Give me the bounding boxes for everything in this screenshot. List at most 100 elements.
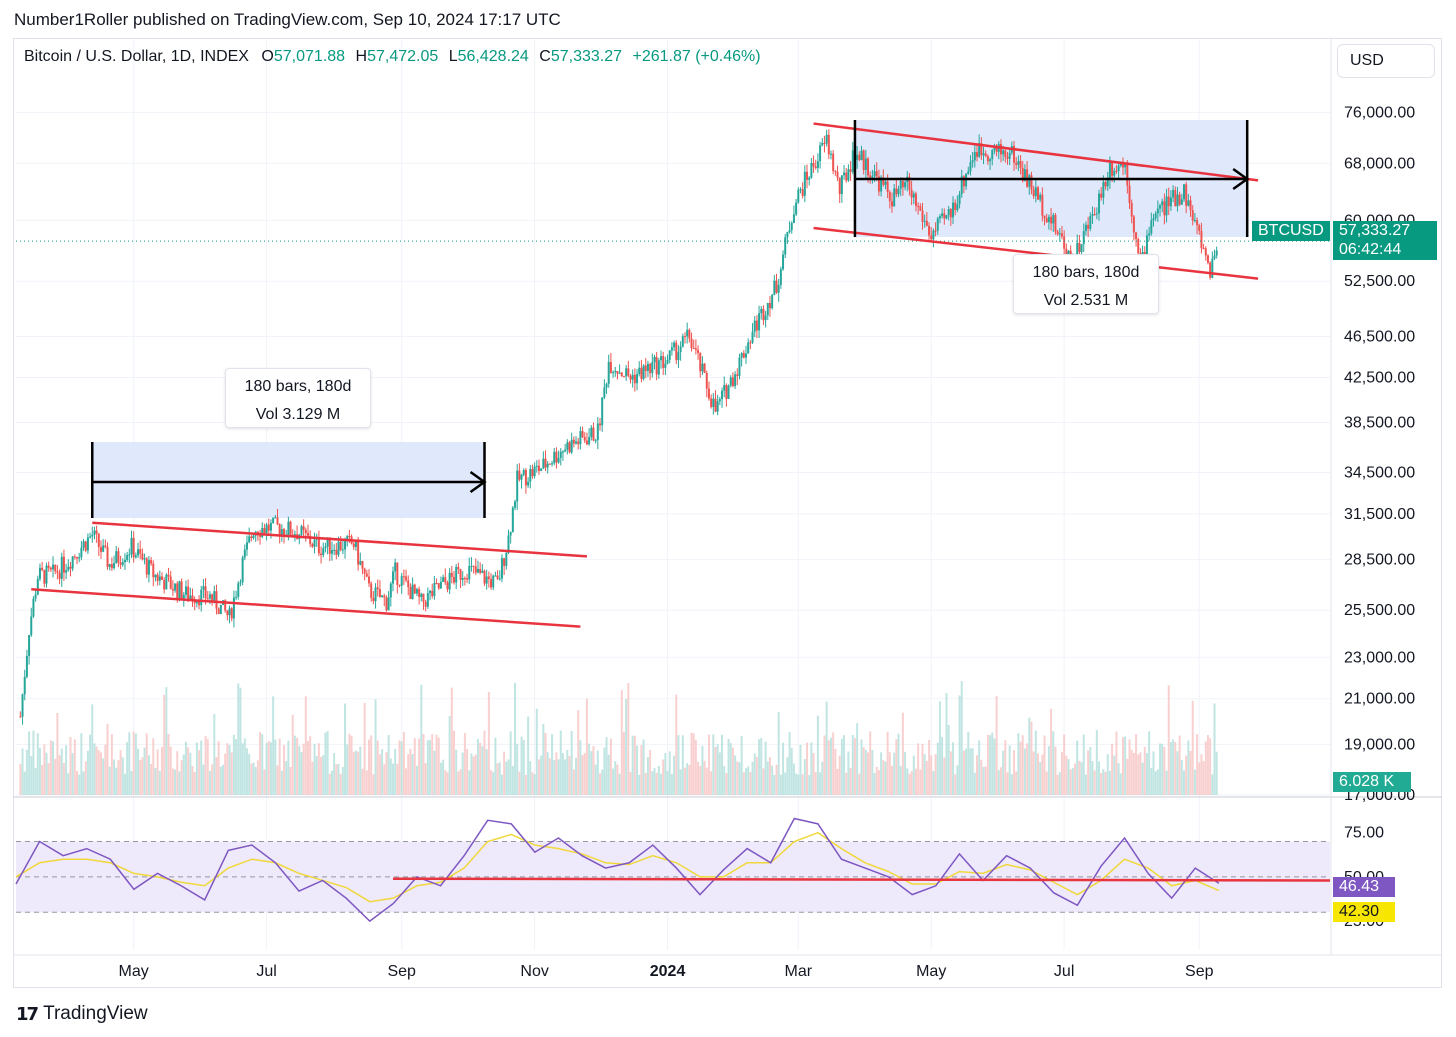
volume-bar	[1180, 759, 1183, 795]
candle-body	[699, 352, 702, 372]
volume-bar	[1098, 761, 1101, 795]
candle-body	[1019, 160, 1022, 169]
volume-bar	[1137, 754, 1140, 795]
candle-body	[747, 342, 750, 354]
candle-body	[302, 526, 305, 531]
candle-body	[771, 294, 774, 309]
volume-bar	[132, 731, 135, 795]
volume-bar	[1006, 772, 1009, 795]
candle-body	[867, 158, 870, 176]
candle-body	[1076, 242, 1079, 264]
volume-bar	[1169, 742, 1172, 795]
candle-body	[126, 554, 129, 560]
candle-body	[803, 171, 806, 196]
candle-body	[330, 550, 333, 554]
candle-body	[710, 398, 713, 407]
volume-bar	[58, 755, 61, 795]
rsi-ma-tag: 42.30	[1333, 902, 1395, 922]
candle-body	[38, 567, 41, 579]
candle-body	[47, 565, 50, 568]
volume-bar	[507, 759, 510, 795]
volume-bar	[1095, 730, 1098, 795]
candle-body	[995, 147, 998, 152]
volume-bar	[662, 759, 665, 795]
candle-body	[150, 560, 153, 564]
volume-bar	[378, 754, 381, 795]
candle-body	[838, 177, 841, 195]
candle-body	[387, 597, 390, 611]
volume-bar	[359, 746, 362, 795]
candle-body	[572, 439, 575, 444]
volume-bar	[326, 731, 329, 795]
candle-body	[400, 576, 403, 586]
volume-bar	[211, 764, 214, 795]
candle-body	[394, 562, 397, 572]
volume-bar	[599, 773, 601, 795]
candle-body	[69, 566, 72, 569]
candle-body	[1015, 162, 1018, 165]
volume-bar	[703, 760, 706, 795]
rsi-ma-line	[15, 831, 1220, 903]
volume-bar	[729, 743, 732, 795]
candle-body	[806, 171, 809, 180]
candle-body	[1021, 168, 1024, 181]
candle-body	[176, 583, 179, 599]
candle-body	[1117, 165, 1120, 172]
volume-bar	[936, 742, 939, 795]
volume-bar	[487, 691, 490, 795]
volume-bar	[956, 765, 959, 795]
price-tick-label: 34,500.00	[1344, 465, 1415, 482]
date-range-box	[92, 442, 485, 518]
candle-body	[468, 566, 471, 580]
candle-body	[500, 558, 503, 579]
candle-body	[396, 562, 399, 585]
candle-body	[370, 583, 373, 598]
volume-bar	[330, 770, 333, 795]
candle-body	[714, 398, 717, 412]
candle-body	[779, 269, 782, 286]
volume-bar	[762, 768, 765, 795]
candle-body	[385, 597, 388, 611]
volume-bar	[269, 742, 272, 795]
volume-bar	[723, 766, 726, 795]
candle-body	[673, 342, 676, 348]
volume-bar	[980, 759, 983, 795]
volume-bar	[795, 773, 798, 795]
volume-bar	[1032, 751, 1035, 795]
candle-body	[729, 377, 732, 386]
price-tick-label: 42,500.00	[1344, 369, 1415, 386]
candle-body	[1198, 225, 1201, 231]
volume-bar	[660, 773, 663, 795]
candle-body	[1032, 189, 1035, 197]
footer-brand[interactable]: 17 TradingView	[16, 1003, 148, 1025]
rsi-line	[15, 817, 1220, 923]
candle-body	[1028, 175, 1031, 187]
volume-bar	[1026, 743, 1029, 795]
candle-body	[1154, 213, 1157, 219]
volume-bar	[344, 703, 347, 795]
candle-body	[43, 570, 46, 584]
candle-body	[644, 365, 647, 371]
candle-body	[553, 451, 556, 464]
volume-bar	[618, 773, 621, 795]
candle-body	[431, 590, 434, 597]
volume-bar	[261, 734, 264, 795]
currency-button[interactable]: USD	[1337, 44, 1435, 78]
candle-body	[435, 582, 438, 584]
volume-bar	[1172, 739, 1175, 795]
volume-bar	[256, 760, 259, 795]
volume-bar	[178, 771, 181, 795]
volume-bar	[311, 761, 314, 795]
candle-body	[1050, 216, 1053, 224]
candle-body	[989, 159, 992, 162]
volume-bar	[459, 769, 462, 795]
candle-body	[263, 528, 266, 534]
candle-body	[1183, 184, 1185, 200]
volume-bar	[400, 741, 403, 795]
volume-bar	[187, 747, 190, 795]
volume-bar	[106, 724, 109, 795]
volume-bar	[518, 771, 521, 795]
volume-bar	[845, 772, 848, 795]
candle-body	[840, 175, 843, 195]
